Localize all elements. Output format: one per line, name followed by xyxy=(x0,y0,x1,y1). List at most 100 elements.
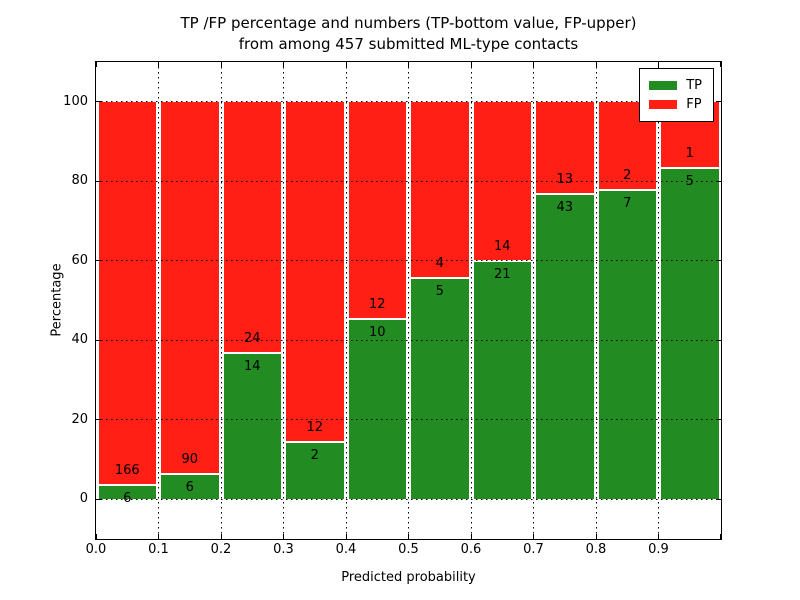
x-tick-label: 0.6 xyxy=(460,542,482,557)
segment-divider xyxy=(348,317,406,320)
horizontal-gridline xyxy=(96,498,721,500)
y-tick-right xyxy=(716,180,721,182)
tp-segment xyxy=(161,474,219,500)
tp-count-label: 6 xyxy=(185,480,194,496)
x-tick-top xyxy=(283,62,284,67)
horizontal-gridline xyxy=(96,180,721,182)
stacked-bar xyxy=(223,101,281,500)
legend-entry: FP xyxy=(649,97,702,112)
tp-segment xyxy=(223,352,281,500)
segment-divider xyxy=(411,277,469,280)
stacked-bar xyxy=(661,101,719,500)
tp-count-label: 7 xyxy=(623,196,632,212)
y-tick-right xyxy=(716,419,721,421)
x-tick-bottom xyxy=(283,534,284,539)
vertical-gridline xyxy=(158,62,159,539)
x-tick-label: 0.7 xyxy=(523,542,544,557)
x-tick-label: 0.3 xyxy=(273,542,294,557)
x-tick-top xyxy=(95,62,97,67)
tp-legend-swatch xyxy=(649,81,678,90)
chart-title: TP /FP percentage and numbers (TP-bottom… xyxy=(96,13,721,55)
x-tick-bottom xyxy=(158,534,159,539)
y-tick-left xyxy=(96,339,101,341)
vertical-gridline xyxy=(658,62,659,539)
tp-segment xyxy=(598,190,656,500)
fp-segment xyxy=(161,101,219,475)
x-tick-top xyxy=(595,62,597,67)
stacked-bar xyxy=(348,101,406,500)
fp-segment xyxy=(223,101,281,353)
y-tick-label: 40 xyxy=(71,332,88,348)
fp-count-label: 4 xyxy=(435,256,444,272)
segment-divider xyxy=(661,167,719,169)
x-tick-label: 0.9 xyxy=(648,542,669,557)
horizontal-gridline xyxy=(96,260,721,262)
fp-count-label: 90 xyxy=(181,452,199,468)
segment-divider xyxy=(286,441,344,444)
x-tick-top xyxy=(533,62,534,67)
y-tick-label: 60 xyxy=(71,252,88,268)
vertical-gridline xyxy=(220,62,222,539)
x-tick-bottom xyxy=(595,534,597,539)
fp-segment xyxy=(286,101,344,443)
x-tick-bottom xyxy=(345,534,347,539)
y-tick-label: 20 xyxy=(71,411,88,427)
legend: TP FP xyxy=(639,68,714,122)
tp-segment xyxy=(286,442,344,500)
y-tick-left xyxy=(96,498,101,500)
stacked-bar xyxy=(473,101,531,500)
x-tick-label: 0.0 xyxy=(85,542,107,557)
stacked-bar xyxy=(161,101,219,500)
horizontal-gridline xyxy=(96,339,721,341)
fp-segment xyxy=(411,101,469,279)
legend-entry-label: TP xyxy=(686,78,702,93)
tp-count-label: 6 xyxy=(123,491,132,507)
chart-title-line2: from among 457 submitted ML-type contact… xyxy=(238,35,579,53)
fp-count-label: 166 xyxy=(114,463,140,479)
horizontal-gridline xyxy=(96,101,721,103)
vertical-gridline xyxy=(533,62,534,539)
y-tick-right xyxy=(716,498,721,500)
x-tick-bottom xyxy=(470,534,472,539)
y-tick-right xyxy=(716,339,721,341)
fp-segment xyxy=(536,101,594,195)
x-tick-bottom xyxy=(220,534,222,539)
stacked-bar xyxy=(286,101,344,500)
segment-divider xyxy=(598,189,656,192)
fp-count-label: 13 xyxy=(556,172,574,188)
fp-count-label: 24 xyxy=(243,330,261,346)
segment-divider xyxy=(161,473,219,476)
horizontal-gridline xyxy=(96,419,721,421)
x-tick-bottom xyxy=(95,534,97,539)
x-tick-top xyxy=(408,62,409,67)
y-axis-label: Percentage xyxy=(49,263,65,337)
segment-divider xyxy=(223,351,281,354)
fp-count-label: 14 xyxy=(493,238,511,254)
y-tick-label: 80 xyxy=(71,173,88,189)
vertical-gridline xyxy=(345,62,347,539)
fp-count-label: 12 xyxy=(368,296,386,312)
tp-count-label: 14 xyxy=(243,358,261,374)
fp-count-label: 2 xyxy=(623,168,632,184)
tp-segment xyxy=(536,194,594,500)
x-tick-label: 0.1 xyxy=(148,542,169,557)
stacked-bar xyxy=(98,101,156,500)
y-tick-label: 100 xyxy=(63,93,88,109)
y-tick-left xyxy=(96,180,101,182)
fp-segment xyxy=(348,101,406,319)
tp-count-label: 2 xyxy=(310,448,319,464)
y-tick-left xyxy=(96,101,101,103)
x-tick-top xyxy=(719,62,721,67)
legend-entry: TP xyxy=(649,78,702,93)
x-tick-top xyxy=(658,62,659,67)
x-axis-label: Predicted probability xyxy=(341,570,476,585)
tp-count-label: 10 xyxy=(368,324,386,340)
x-tick-label: 0.4 xyxy=(335,542,357,557)
stacked-bar xyxy=(536,101,594,500)
x-tick-top xyxy=(220,62,222,67)
tp-count-label: 5 xyxy=(435,284,444,300)
y-tick-left xyxy=(96,260,101,262)
y-tick-right xyxy=(716,101,721,103)
segment-divider xyxy=(536,193,594,196)
